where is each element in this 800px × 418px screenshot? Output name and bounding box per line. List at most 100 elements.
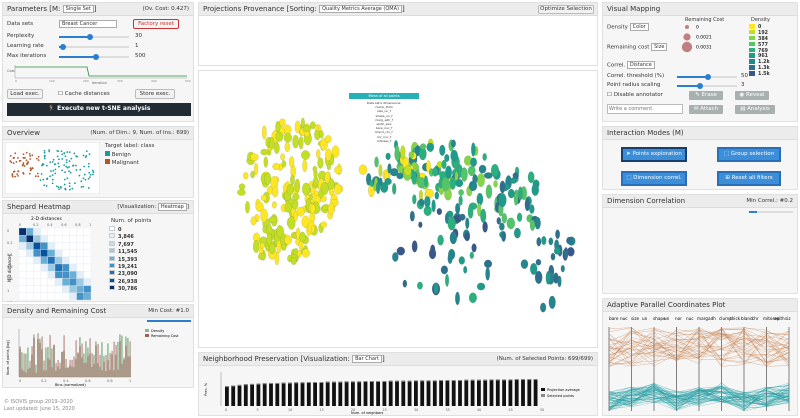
store-exec-button[interactable]: Store exec. (135, 89, 175, 99)
tsne-scatterplot[interactable] (199, 71, 599, 349)
remaining-cost-bar (37, 333, 39, 377)
overview-point (83, 173, 86, 176)
sorting-select[interactable]: Quality Metrics Average (QMA) (319, 5, 402, 13)
disable-annotator-checkbox[interactable]: ☐ Disable annotator (607, 92, 663, 98)
factory-reset-button[interactable]: Factory reset (133, 19, 179, 29)
threshold-slider[interactable] (677, 74, 737, 80)
neighborhood-bar (483, 379, 488, 406)
shepard-cell (76, 271, 84, 279)
projection-point (535, 259, 542, 266)
attach-button[interactable]: ✉ Attach (689, 105, 723, 114)
shepard-cell (83, 227, 92, 236)
run-icon: 🏃 (47, 105, 56, 112)
projection-point (302, 125, 312, 133)
shepard-cell (33, 285, 41, 293)
overview-point (34, 175, 37, 178)
remaining-cost-circle (685, 25, 689, 29)
neighborhood-xtick: 35 (446, 408, 450, 412)
reveal-button[interactable]: ◉ Reveal (735, 91, 769, 100)
projection-point (445, 165, 452, 179)
overview-point (68, 185, 71, 188)
projection-point (272, 162, 280, 170)
projection-point (484, 259, 493, 268)
projection-point (266, 232, 272, 247)
projection-point (418, 221, 423, 228)
remaining-cost-bar (107, 360, 109, 377)
projection-point (534, 216, 541, 230)
min-correl-slider[interactable] (749, 211, 793, 213)
remaining-mapping-select[interactable]: Size (651, 43, 668, 51)
density-mapping-select[interactable]: Color (629, 23, 649, 31)
shepard-cell (62, 256, 70, 265)
overview-point (68, 182, 71, 185)
neighborhood-header: Neighborhood Preservation [Visualization… (199, 353, 597, 366)
optimize-selection-button[interactable]: Optimize Selection (538, 5, 594, 14)
projection-point (425, 188, 434, 198)
neighborhood-bar (376, 381, 380, 406)
target-label: Target label: class (105, 143, 155, 149)
learning-rate-slider[interactable] (59, 44, 129, 50)
projection-point (239, 183, 246, 190)
projection-point (281, 160, 287, 168)
erase-button[interactable]: ✎ Erase (689, 91, 723, 100)
overview-point (73, 152, 76, 155)
remaining-cost-circle (681, 41, 693, 53)
neighborhood-avg-tick (388, 380, 393, 382)
overview-minimap[interactable] (5, 142, 100, 194)
overview-point (63, 178, 66, 181)
overview-point (68, 165, 70, 168)
shepard-cell (69, 292, 77, 301)
perplexity-slider[interactable] (59, 34, 129, 40)
neighborhood-vis-select[interactable]: Bar Chart (352, 355, 382, 363)
shepard-cell (26, 271, 34, 279)
projection-point (260, 148, 269, 156)
execute-tsne-button[interactable]: 🏃 Execute new t-SNE analysis (7, 103, 191, 116)
projection-point (485, 184, 493, 199)
dataset-select[interactable]: Breast Cancer (59, 20, 117, 28)
density-legend-value: 1.5k (758, 71, 770, 77)
cache-distances-checkbox[interactable]: ☐ Cache distances (58, 91, 110, 97)
overview-point (22, 162, 25, 164)
projection-view[interactable]: Mean of all points Data set's dimensions… (198, 70, 598, 348)
overview-point (43, 157, 46, 160)
parameters-header: Parameters [M: Single Set] (Ov. Cost: 0.… (3, 3, 193, 16)
projection-point (250, 153, 259, 162)
shepard-cell (62, 249, 70, 257)
shepard-vis-select[interactable]: Heatmap (157, 202, 187, 211)
shepard-legend-value: 0 (118, 227, 122, 233)
cost-xtick: 400 (151, 79, 157, 83)
neighborhood-avg-tick (225, 386, 229, 388)
min-cost-slider[interactable] (147, 320, 191, 322)
projection-point (284, 141, 290, 152)
remaining-cost-bar (119, 341, 121, 377)
max-iterations-slider[interactable] (59, 54, 129, 60)
dimension-correl-button[interactable]: ⬚ Dimension correl. (621, 171, 687, 186)
shepard-xtick: 0.6 (61, 223, 67, 227)
points-exploration-button[interactable]: ➤ Points exploration (621, 147, 687, 162)
group-selection-button[interactable]: ⬚ Group selection (717, 147, 781, 162)
projection-point (324, 135, 332, 143)
malignant-label: Malignant (111, 160, 139, 166)
remaining-cost-bar (95, 345, 97, 377)
remaining-cost-legend: 0 0.0021 0.0031 (681, 25, 712, 53)
remaining-cost-bar (113, 341, 115, 377)
analysis-button[interactable]: ▤ Analysis (735, 105, 775, 114)
apc-line (608, 387, 790, 400)
projection-point (451, 139, 456, 148)
radius-slider[interactable] (677, 83, 737, 89)
overview-point (41, 163, 44, 165)
neighborhood-avg-tick (237, 384, 242, 386)
remaining-cost-bar (127, 356, 129, 377)
load-exec-button[interactable]: Load exec. (7, 89, 43, 99)
projections-header: Projections Provenance [Sorting: Quality… (199, 3, 597, 16)
mode-select[interactable]: Single Set (62, 5, 94, 13)
dimension-correl-label: Dimension correl. (633, 175, 682, 181)
shepard-cell (83, 271, 92, 279)
correl-mapping-select[interactable]: Distance (626, 61, 655, 69)
projection-point (434, 191, 440, 200)
reset-filters-button[interactable]: ⊞ Reset all filters (717, 171, 781, 186)
density-legend-swatch (145, 329, 149, 332)
comment-input[interactable] (607, 104, 683, 114)
density-legend-value: 961 (758, 54, 769, 60)
